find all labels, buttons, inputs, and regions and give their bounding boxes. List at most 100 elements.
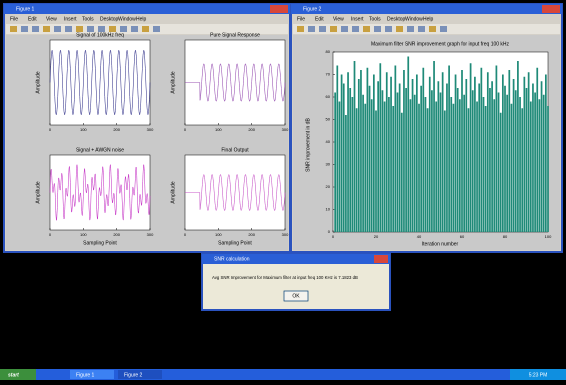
toolbar-icon[interactable] [76, 26, 83, 32]
y-axis-label: Amplitude [35, 71, 41, 93]
x-tick-label: 200 [113, 127, 120, 132]
bar [418, 103, 420, 232]
toolbar-icon[interactable] [308, 26, 315, 32]
bar [529, 101, 532, 232]
bar [458, 99, 461, 232]
bar [471, 90, 474, 232]
x-tick-label: 0 [49, 127, 52, 132]
bar [508, 70, 511, 232]
title-bar [291, 4, 562, 14]
toolbar-icon[interactable] [98, 26, 105, 32]
start-button[interactable] [0, 369, 36, 380]
bar [433, 61, 435, 232]
bar [366, 67, 369, 232]
bar [461, 70, 463, 232]
menu-item[interactable]: Insert [64, 16, 77, 22]
x-tick-label: 80 [503, 234, 508, 239]
toolbar-icon[interactable] [319, 26, 326, 32]
bar [499, 112, 502, 232]
bar [422, 67, 425, 232]
toolbar-icon[interactable] [43, 26, 50, 32]
x-tick-label: 60 [460, 234, 465, 239]
close-button[interactable] [270, 5, 288, 13]
toolbar-icon[interactable] [131, 26, 138, 32]
task-button[interactable] [70, 370, 114, 379]
start-label[interactable]: start [8, 372, 19, 378]
x-tick-label: 200 [248, 127, 255, 132]
menu-item[interactable]: Window [405, 16, 423, 22]
toolbar-icon[interactable] [330, 26, 337, 32]
toolbar-icon[interactable] [54, 26, 61, 32]
toolbar-icon[interactable] [297, 26, 304, 32]
x-tick-label: 40 [417, 234, 422, 239]
y-tick-label: 20 [326, 184, 331, 189]
ok-button[interactable] [283, 290, 309, 302]
menu-item[interactable]: View [46, 16, 57, 22]
y-axis-label: Amplitude [35, 181, 41, 203]
bar [512, 79, 515, 232]
bar [394, 65, 397, 232]
bar [510, 103, 513, 232]
y-tick-label: 10 [326, 207, 331, 212]
bar [540, 81, 543, 232]
bar [405, 88, 407, 232]
toolbar-icon[interactable] [374, 26, 381, 32]
subplot-title: Signal of 100kHz freq [76, 32, 124, 38]
close-button[interactable] [542, 5, 560, 13]
toolbar-icon[interactable] [407, 26, 414, 32]
task-label[interactable]: Figure 1 [76, 372, 95, 378]
menu-item[interactable]: Desktop [100, 16, 119, 22]
menu-item[interactable]: Window [118, 16, 136, 22]
task-button[interactable] [118, 370, 162, 379]
toolbar-icon[interactable] [120, 26, 127, 32]
ok-button-label[interactable]: OK [292, 293, 300, 299]
bar [338, 101, 341, 232]
menu-item[interactable]: Edit [28, 16, 37, 22]
x-tick-label: 200 [113, 232, 120, 237]
menu-item[interactable]: File [10, 16, 18, 22]
bar [396, 92, 399, 232]
menu-item[interactable]: Tools [82, 16, 94, 22]
toolbar-icon[interactable] [418, 26, 425, 32]
menu-item[interactable]: File [297, 16, 305, 22]
bar [467, 108, 470, 232]
x-tick-label: 0 [184, 232, 187, 237]
toolbar-icon[interactable] [10, 26, 17, 32]
toolbar-icon[interactable] [429, 26, 436, 32]
menu-item[interactable]: Insert [351, 16, 364, 22]
window-title: Figure 2 [303, 6, 322, 12]
toolbar-icon[interactable] [87, 26, 94, 32]
bar [409, 99, 412, 232]
task-label[interactable]: Figure 2 [124, 372, 143, 378]
toolbar-icon[interactable] [109, 26, 116, 32]
close-button[interactable] [374, 255, 388, 263]
bar [484, 106, 487, 232]
menu-item[interactable]: Tools [369, 16, 381, 22]
toolbar-icon[interactable] [440, 26, 447, 32]
bar [527, 72, 530, 232]
bar [334, 92, 337, 232]
bar [504, 85, 506, 232]
menu-item[interactable]: Help [136, 16, 147, 22]
y-tick-label: 0 [328, 229, 331, 234]
menu-item[interactable]: Help [423, 16, 434, 22]
toolbar-icon[interactable] [396, 26, 403, 32]
subplot-title: Final Output [221, 147, 249, 153]
bar [426, 108, 429, 232]
toolbar-icon[interactable] [341, 26, 348, 32]
toolbar-icon[interactable] [142, 26, 149, 32]
toolbar-icon[interactable] [153, 26, 160, 32]
menu-item[interactable]: Edit [315, 16, 324, 22]
toolbar-icon[interactable] [21, 26, 28, 32]
bar [542, 94, 545, 232]
toolbar-icon[interactable] [385, 26, 392, 32]
menu-item[interactable]: Desktop [387, 16, 406, 22]
x-axis-label: Sampling Point [218, 240, 252, 246]
bar [497, 92, 500, 232]
toolbar-icon[interactable] [65, 26, 72, 32]
menu-item[interactable]: View [333, 16, 344, 22]
toolbar-icon[interactable] [32, 26, 39, 32]
toolbar-icon[interactable] [363, 26, 370, 32]
toolbar-icon[interactable] [352, 26, 359, 32]
